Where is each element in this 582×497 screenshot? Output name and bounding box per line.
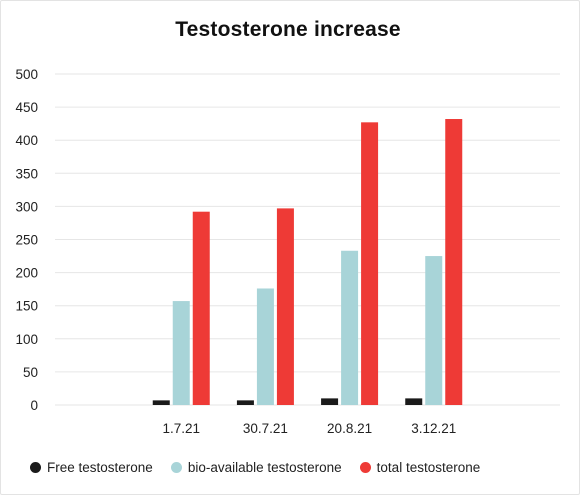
bar-free-testosterone [236,400,254,405]
y-tick-label: 150 [15,299,38,314]
legend-label: Free testosterone [47,460,153,475]
bar-bio-available-testosterone [172,301,190,405]
bar-bio-available-testosterone [341,250,359,405]
legend-label: bio-available testosterone [187,460,342,475]
bar-total-testosterone [445,119,463,406]
y-tick-label: 200 [15,266,38,281]
x-tick-label: 20.8.21 [327,421,372,436]
y-tick-label: 300 [15,199,38,214]
legend-dot-icon [170,462,182,473]
bar-total-testosterone [361,122,379,406]
chart-title: Testosterone increase [175,18,401,41]
bar-free-testosterone [152,400,170,405]
y-tick-label: 350 [15,166,38,181]
x-tick-label: 3.12.21 [411,421,456,436]
bar-free-testosterone [321,398,339,405]
x-tick-label: 1.7.21 [162,421,200,436]
y-tick-label: 500 [15,67,38,82]
bar-total-testosterone [192,211,210,405]
y-tick-label: 400 [15,133,38,148]
legend-item: bio-available testosterone [170,460,342,475]
legend-item: Free testosterone [30,460,153,475]
y-tick-label: 250 [15,233,38,248]
bar-bio-available-testosterone [256,288,274,405]
y-tick-label: 50 [23,365,38,380]
legend-item: total testosterone [359,460,481,475]
legend-dot-icon [359,462,371,473]
y-tick-label: 450 [15,100,38,115]
bars [152,119,463,406]
bar-total-testosterone [276,208,294,405]
legend: Free testosterone bio-available testoster… [30,460,480,475]
y-tick-label: 0 [30,398,38,413]
gridlines [55,73,560,406]
y-axis-ticks: 0 50 100 150 200 250 300 350 400 450 500 [15,67,38,413]
x-axis-ticks: 1.7.21 30.7.21 20.8.21 3.12.21 [162,421,456,436]
bar-bio-available-testosterone [425,256,443,405]
x-tick-label: 30.7.21 [243,421,288,436]
legend-dot-icon [30,462,41,473]
legend-label: total testosterone [376,460,481,475]
bar-free-testosterone [405,398,423,405]
y-tick-label: 100 [15,332,38,347]
